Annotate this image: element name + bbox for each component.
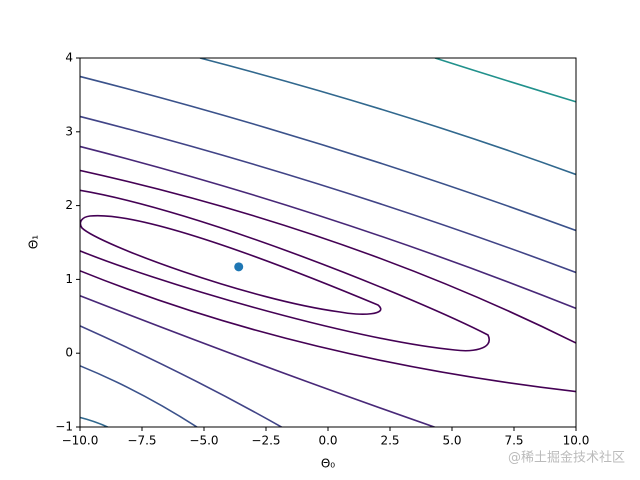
data-point [234, 262, 244, 272]
contour-line [80, 416, 110, 427]
x-tick-label: 7.5 [504, 434, 523, 448]
x-tick-label: −5.0 [189, 434, 218, 448]
contour-line [80, 145, 576, 310]
x-tick-label: −7.5 [127, 434, 156, 448]
x-axis-label: Θ₀ [321, 457, 335, 471]
contour-line [80, 364, 199, 427]
x-tick-label: −2.5 [251, 434, 280, 448]
y-tick-label: −1 [55, 420, 73, 434]
plot-frame [79, 57, 577, 428]
contour-line [80, 169, 576, 344]
contour-line [80, 214, 382, 315]
contour-line [80, 115, 576, 274]
contours [80, 58, 576, 427]
y-tick-label: 1 [65, 272, 73, 286]
x-tick-label: 0.0 [318, 434, 337, 448]
y-tick-label: 3 [65, 124, 73, 138]
contour-line [80, 189, 490, 352]
y-tick-label: 2 [65, 198, 73, 212]
x-tick-label: 5.0 [442, 434, 461, 448]
x-tick-label: 2.5 [380, 434, 399, 448]
y-axis-label: Θ₁ [27, 235, 41, 249]
contour-line [434, 58, 576, 103]
y-tick-label: 0 [65, 346, 73, 360]
contour-line [80, 325, 284, 427]
x-tick-label: 10.0 [563, 434, 590, 448]
contour-line [199, 58, 576, 176]
x-tick-label: −10.0 [62, 434, 99, 448]
contour-line [80, 75, 576, 232]
watermark: @稀土掘金技术社区 [508, 450, 625, 466]
y-tick-label: 4 [65, 51, 73, 65]
contour-line [80, 269, 576, 393]
contour-line [80, 294, 437, 427]
